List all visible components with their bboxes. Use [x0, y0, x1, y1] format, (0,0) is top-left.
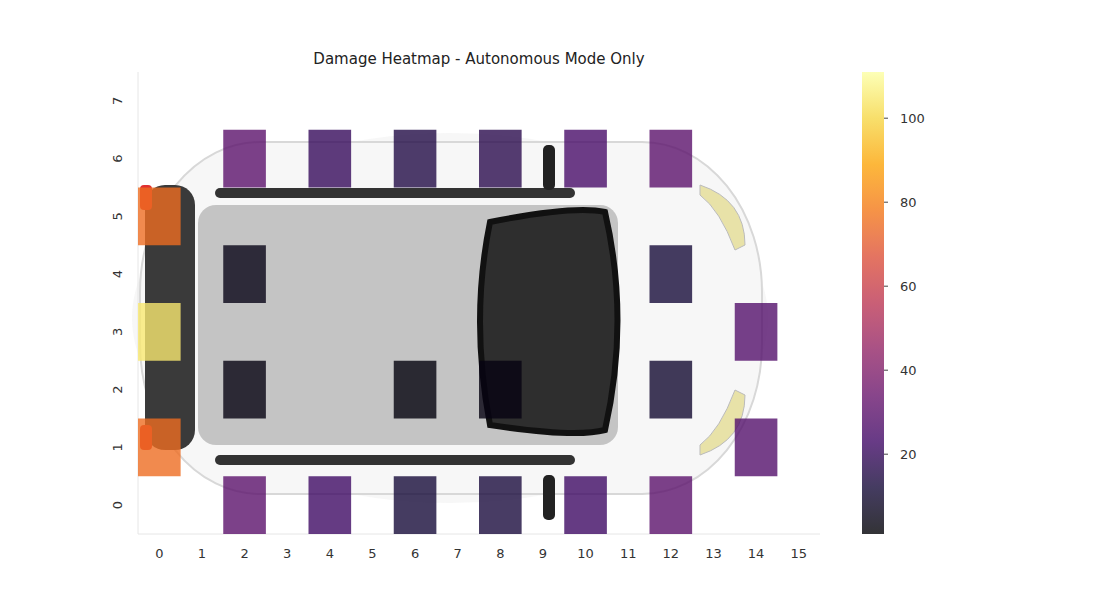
colorbar-tick — [884, 286, 888, 287]
car-body — [140, 142, 762, 494]
heatmap-cell — [223, 245, 266, 303]
heatmap-cell — [223, 130, 266, 188]
x-tick-label: 4 — [326, 546, 334, 561]
car-mirror — [543, 145, 555, 190]
heatmap-cell — [650, 361, 693, 419]
heatmap-cell — [735, 303, 778, 361]
heatmap-cell — [138, 303, 181, 361]
y-tick-label: 5 — [110, 212, 125, 220]
car-headlight — [700, 185, 745, 250]
x-tick-label: 10 — [577, 546, 594, 561]
car-mirror — [543, 475, 555, 520]
x-tick-label: 14 — [748, 546, 765, 561]
heatmap-cell — [564, 130, 607, 188]
heatmap-cell — [394, 361, 437, 419]
page: {"chart_data": { "type": "heatmap", "tit… — [0, 0, 1100, 600]
x-tick-label: 7 — [454, 546, 462, 561]
heatmap-cell — [223, 361, 266, 419]
y-tick-label: 4 — [110, 270, 125, 278]
x-tick-label: 5 — [368, 546, 376, 561]
colorbar-tick-label: 100 — [900, 111, 925, 126]
colorbar-tick-label: 80 — [900, 195, 917, 210]
heatmap-cell — [138, 188, 181, 246]
heatmap-cell — [650, 245, 693, 303]
colorbar-tick-label: 20 — [900, 447, 917, 462]
title: Damage Heatmap - Autonomous Mode Only — [313, 50, 644, 68]
x-tick-label: 15 — [790, 546, 807, 561]
heatmap-cell — [394, 476, 437, 534]
x-tick-label: 12 — [663, 546, 680, 561]
heatmap-cell — [479, 130, 522, 188]
colorbar-tick-label: 40 — [900, 363, 917, 378]
x-tick-label: 11 — [620, 546, 637, 561]
x-tick-label: 9 — [539, 546, 547, 561]
cells — [138, 130, 777, 534]
heatmap-cell — [223, 476, 266, 534]
heatmap-cell — [564, 476, 607, 534]
chart: 012345678910111213141501234567Damage Hea… — [0, 0, 1100, 600]
colorbar-tick — [884, 454, 888, 455]
heatmap-cell — [138, 419, 181, 477]
y-tick-label: 2 — [110, 385, 125, 393]
y-tick-label: 1 — [110, 443, 125, 451]
car-shadow — [132, 133, 768, 503]
car-roof — [198, 205, 618, 445]
colorbar-tick — [884, 202, 888, 203]
x-tick-label: 0 — [155, 546, 163, 561]
colorbar — [862, 72, 884, 534]
y-tick-label: 0 — [110, 501, 125, 509]
heatmap-cell — [735, 419, 778, 477]
heatmap-cell — [479, 361, 522, 419]
car-windshield — [480, 210, 618, 433]
colorbar-tick — [884, 118, 888, 119]
y-tick-label: 6 — [110, 154, 125, 162]
car-side-window — [215, 188, 575, 198]
x-tick-label: 1 — [198, 546, 206, 561]
x-tick-label: 6 — [411, 546, 419, 561]
y-tick-label: 3 — [110, 328, 125, 336]
x-tick-label: 13 — [705, 546, 722, 561]
heatmap-cell — [650, 476, 693, 534]
x-tick-label: 8 — [496, 546, 504, 561]
colorbar-tick-label: 60 — [900, 279, 917, 294]
colorbar-range — [890, 72, 891, 534]
heatmap-cell — [479, 476, 522, 534]
x-tick-label: 3 — [283, 546, 291, 561]
car-image — [132, 133, 768, 520]
car-side-window — [215, 455, 575, 465]
heatmap-cell — [394, 130, 437, 188]
x-tick-label: 2 — [240, 546, 248, 561]
y-tick-label: 7 — [110, 97, 125, 105]
heatmap-cell — [309, 476, 352, 534]
colorbar-tick — [884, 370, 888, 371]
heatmap-cell — [309, 130, 352, 188]
heatmap-cell — [650, 130, 693, 188]
